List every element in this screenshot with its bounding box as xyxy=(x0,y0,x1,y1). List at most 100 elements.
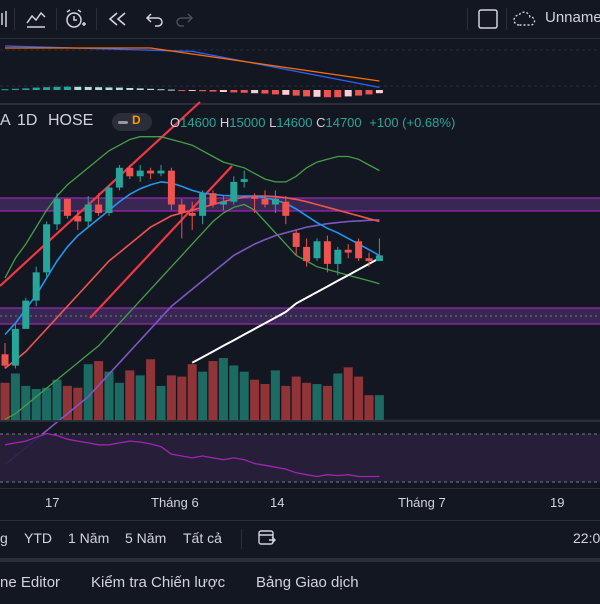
volume-bar xyxy=(208,361,218,420)
chart-area[interactable] xyxy=(0,38,600,488)
volume-bar xyxy=(364,395,374,420)
macd-bar xyxy=(167,89,175,91)
alert-icon[interactable] xyxy=(63,7,87,31)
volume-bar xyxy=(42,387,52,420)
candle-body xyxy=(219,201,227,205)
candle-body xyxy=(95,204,103,213)
date-range-icon[interactable] xyxy=(257,528,277,548)
macd-bar xyxy=(375,90,383,94)
indicators-icon[interactable] xyxy=(24,7,48,31)
candles xyxy=(1,164,383,369)
rsi-line xyxy=(4,432,380,478)
candle-body xyxy=(147,170,155,174)
cloud-icon[interactable] xyxy=(512,7,538,31)
open-key: O xyxy=(170,115,181,130)
macd-bar xyxy=(355,90,363,96)
range-separator xyxy=(241,529,242,549)
x-tick-label: Tháng 6 xyxy=(151,495,199,510)
volume-bar xyxy=(114,382,124,420)
volume-bar xyxy=(156,385,166,420)
volume-bar xyxy=(354,376,364,420)
tab-strategy-tester[interactable]: Kiểm tra Chiến lược xyxy=(91,574,226,591)
macd-line xyxy=(4,45,380,89)
macd-signal-line xyxy=(5,47,380,82)
price-change: +100 (+0.68%) xyxy=(369,115,456,130)
layout-square-icon[interactable] xyxy=(476,7,500,31)
clock-time[interactable]: 22:0 xyxy=(573,530,600,546)
price-pane xyxy=(0,101,600,466)
channel-lower-line[interactable] xyxy=(89,165,233,319)
volume-bar xyxy=(250,379,260,420)
rsi-pane xyxy=(0,432,600,483)
candle-body xyxy=(313,241,321,259)
range-button-1y[interactable]: 1 Năm xyxy=(68,530,110,546)
candle-body xyxy=(136,170,144,177)
channel-upper-line[interactable] xyxy=(0,101,201,287)
bollinger-lower xyxy=(4,203,380,420)
macd-bar xyxy=(63,86,71,90)
candle-body xyxy=(53,198,61,225)
redo-icon[interactable] xyxy=(172,7,196,31)
macd-bar xyxy=(95,87,103,90)
replay-icon[interactable] xyxy=(106,7,130,31)
bottom-panel-tabs: ne Editor Kiểm tra Chiến lược Bảng Giao … xyxy=(0,558,600,604)
candle-body xyxy=(178,204,186,213)
tab-pine-editor[interactable]: ne Editor xyxy=(0,574,61,591)
candle-body xyxy=(43,224,51,273)
candle-body xyxy=(365,258,373,262)
time-axis[interactable]: 17 Tháng 6 14 Tháng 7 19 xyxy=(0,488,600,517)
volume-bar xyxy=(333,373,343,420)
volume-bar xyxy=(10,373,20,420)
dash-icon xyxy=(118,121,128,124)
candle-body xyxy=(334,249,342,264)
candle-body xyxy=(167,170,175,205)
macd-pane xyxy=(0,45,600,98)
candles-icon[interactable] xyxy=(0,7,24,31)
range-button-5y[interactable]: 5 Năm xyxy=(125,530,167,546)
macd-histogram xyxy=(1,86,383,98)
macd-bar xyxy=(74,86,82,90)
volume-bar xyxy=(177,376,187,420)
candle-body xyxy=(344,249,352,253)
legend-interval[interactable]: 1D xyxy=(17,112,38,129)
toolbar-separator xyxy=(96,8,97,30)
toolbar-separator xyxy=(506,8,507,30)
volume-bar xyxy=(73,387,83,420)
macd-bar xyxy=(271,90,279,95)
volume-bar xyxy=(166,375,176,420)
layout-name[interactable]: Unname xyxy=(545,9,600,26)
macd-bar xyxy=(251,90,259,94)
macd-bar xyxy=(11,88,19,90)
macd-bar xyxy=(115,87,123,90)
volume-bar xyxy=(0,382,10,420)
macd-bar xyxy=(43,87,51,90)
range-button-ytd[interactable]: YTD xyxy=(24,530,52,546)
undo-icon[interactable] xyxy=(143,7,167,31)
macd-bar xyxy=(157,89,165,91)
macd-bar xyxy=(53,86,61,90)
range-button-all[interactable]: Tất cả xyxy=(183,530,222,546)
macd-bar xyxy=(365,90,373,95)
macd-bar xyxy=(219,90,227,92)
macd-bar xyxy=(344,90,352,97)
volume-bar xyxy=(21,385,31,420)
rsi-band xyxy=(0,434,600,482)
volume-bar xyxy=(94,361,104,420)
legend-exchange[interactable]: HOSE xyxy=(48,112,94,129)
macd-bar xyxy=(136,88,144,90)
candle-body xyxy=(11,328,19,366)
macd-bar xyxy=(323,90,331,98)
macd-bar xyxy=(209,90,217,92)
resistance-zone xyxy=(0,198,600,211)
ma-fast-line xyxy=(4,181,380,336)
tab-trading-panel[interactable]: Bảng Giao dịch xyxy=(256,574,359,591)
delay-badge[interactable]: D xyxy=(112,113,152,131)
macd-bar xyxy=(313,90,321,97)
volume-bar xyxy=(270,370,280,420)
candle-body xyxy=(105,187,113,213)
range-button[interactable]: g xyxy=(0,530,8,546)
candle-body xyxy=(282,201,290,216)
candle-body xyxy=(292,232,300,247)
candle-body xyxy=(84,204,92,222)
candle-body xyxy=(63,198,71,216)
